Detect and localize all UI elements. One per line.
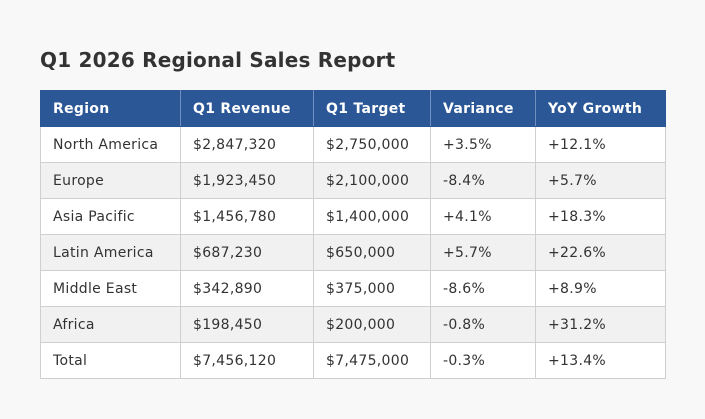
cell-region: Total <box>40 342 181 379</box>
cell-variance: -8.4% <box>430 162 536 199</box>
column-header-variance: Variance <box>430 90 536 127</box>
table-body: North America $2,847,320 $2,750,000 +3.5… <box>40 126 666 379</box>
cell-region: Latin America <box>40 234 181 271</box>
cell-q1-target: $200,000 <box>313 306 431 343</box>
cell-yoy-growth: +12.1% <box>535 126 666 163</box>
cell-yoy-growth: +31.2% <box>535 306 666 343</box>
table-row: North America $2,847,320 $2,750,000 +3.5… <box>40 126 666 163</box>
cell-region: North America <box>40 126 181 163</box>
cell-q1-target: $7,475,000 <box>313 342 431 379</box>
cell-q1-revenue: $198,450 <box>180 306 314 343</box>
cell-variance: -0.8% <box>430 306 536 343</box>
cell-region: Middle East <box>40 270 181 307</box>
cell-q1-revenue: $1,456,780 <box>180 198 314 235</box>
cell-variance: -0.3% <box>430 342 536 379</box>
cell-q1-target: $650,000 <box>313 234 431 271</box>
cell-q1-revenue: $687,230 <box>180 234 314 271</box>
cell-q1-target: $375,000 <box>313 270 431 307</box>
cell-q1-revenue: $342,890 <box>180 270 314 307</box>
page-title: Q1 2026 Regional Sales Report <box>40 48 396 72</box>
cell-region: Africa <box>40 306 181 343</box>
cell-variance: +3.5% <box>430 126 536 163</box>
table-row: Latin America $687,230 $650,000 +5.7% +2… <box>40 234 666 271</box>
cell-yoy-growth: +22.6% <box>535 234 666 271</box>
cell-q1-revenue: $7,456,120 <box>180 342 314 379</box>
cell-region: Europe <box>40 162 181 199</box>
column-header-q1-target: Q1 Target <box>313 90 431 127</box>
column-header-region: Region <box>40 90 181 127</box>
sales-table: Region Q1 Revenue Q1 Target Variance YoY… <box>40 90 666 379</box>
header-row: Region Q1 Revenue Q1 Target Variance YoY… <box>40 90 666 127</box>
cell-q1-target: $1,400,000 <box>313 198 431 235</box>
column-header-yoy-growth: YoY Growth <box>535 90 666 127</box>
cell-yoy-growth: +5.7% <box>535 162 666 199</box>
cell-variance: +4.1% <box>430 198 536 235</box>
cell-q1-target: $2,100,000 <box>313 162 431 199</box>
table-row: Africa $198,450 $200,000 -0.8% +31.2% <box>40 306 666 343</box>
cell-yoy-growth: +18.3% <box>535 198 666 235</box>
cell-yoy-growth: +8.9% <box>535 270 666 307</box>
table-row-total: Total $7,456,120 $7,475,000 -0.3% +13.4% <box>40 342 666 379</box>
table-row: Europe $1,923,450 $2,100,000 -8.4% +5.7% <box>40 162 666 199</box>
table-header: Region Q1 Revenue Q1 Target Variance YoY… <box>40 90 666 127</box>
cell-q1-revenue: $2,847,320 <box>180 126 314 163</box>
table-row: Asia Pacific $1,456,780 $1,400,000 +4.1%… <box>40 198 666 235</box>
column-header-q1-revenue: Q1 Revenue <box>180 90 314 127</box>
cell-q1-target: $2,750,000 <box>313 126 431 163</box>
cell-variance: +5.7% <box>430 234 536 271</box>
table-row: Middle East $342,890 $375,000 -8.6% +8.9… <box>40 270 666 307</box>
cell-q1-revenue: $1,923,450 <box>180 162 314 199</box>
cell-region: Asia Pacific <box>40 198 181 235</box>
cell-yoy-growth: +13.4% <box>535 342 666 379</box>
cell-variance: -8.6% <box>430 270 536 307</box>
